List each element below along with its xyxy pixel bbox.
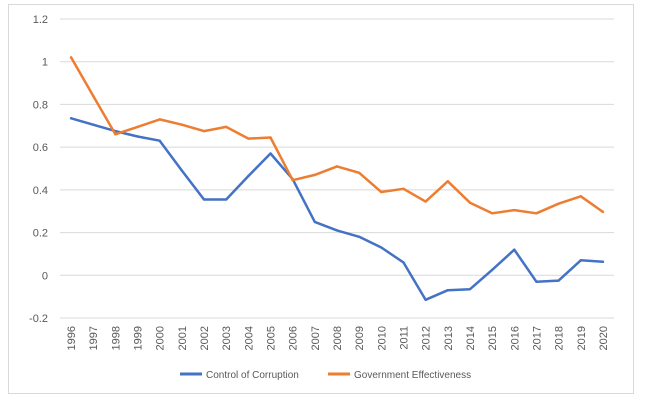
data-point [202,129,206,133]
x-tick-label: 2016 [509,326,521,350]
data-point [535,280,538,283]
data-point [225,125,228,129]
data-point [601,210,605,214]
data-point [513,248,516,251]
x-tick-label: 2004 [243,326,255,350]
x-tick-label: 2014 [465,326,477,350]
x-tick-label: 2017 [531,326,543,350]
data-point [468,201,472,204]
data-point [247,137,250,140]
chart-frame [8,4,634,394]
data-point [579,195,582,198]
data-point [313,220,317,224]
x-tick-label: 2015 [487,326,499,350]
legend-label: Control of Corruption [206,370,299,381]
y-tick-label: -0.2 [29,313,48,325]
data-point [225,198,228,201]
series-lines [69,56,605,302]
data-point [69,56,73,59]
data-point [69,117,73,120]
legend-item: Government Effectiveness [328,370,471,381]
data-point [269,136,272,139]
series-line-1 [69,117,605,302]
data-point [202,198,206,201]
data-point [247,174,250,178]
y-tick-label: 1 [42,57,48,69]
data-point [490,212,494,215]
y-tick-label: 0.2 [33,228,48,240]
gridlines [60,18,614,319]
x-tick-label: 2019 [576,326,588,350]
x-tick-label: 2020 [598,326,610,350]
x-tick-label: 1999 [133,326,145,350]
x-tick-label: 1997 [88,326,100,350]
data-point [335,229,339,232]
y-tick-label: 0.8 [33,99,48,111]
data-point [579,259,582,262]
x-tick-label: 2012 [421,326,433,350]
x-tick-label: 2006 [288,326,300,350]
x-tick-label: 2009 [354,326,366,350]
data-point [136,125,139,129]
legend: Control of Corruption Government Effectiv… [180,370,471,381]
data-point [446,180,449,183]
data-point [601,260,605,264]
x-tick-label: 1996 [66,326,78,350]
data-point [114,133,117,136]
y-tick-label: 0.6 [33,142,48,154]
x-tick-label: 2011 [398,326,410,350]
x-tick-label: 2000 [155,326,167,350]
x-tick-label: 2001 [177,326,189,350]
data-point [513,208,516,212]
data-point [158,118,161,121]
data-point [357,235,361,239]
data-point [313,173,317,177]
legend-item: Control of Corruption [180,370,299,381]
data-point [180,123,184,126]
data-point [380,190,383,194]
data-point [357,171,361,174]
data-point [92,123,95,126]
x-tick-label: 2005 [266,326,278,350]
y-axis: -0.2 0 0.2 0.4 0.6 0.8 1 1.2 [29,14,48,325]
data-point [158,139,161,142]
x-tick-label: 2003 [221,326,233,350]
x-tick-label: 1998 [110,326,122,350]
data-point [402,261,405,264]
x-tick-label: 2008 [332,326,344,350]
data-point [402,187,405,190]
x-tick-label: 2010 [376,326,388,350]
data-point [446,289,449,292]
x-axis: 1996 1997 1998 1999 2000 2001 2002 2003 2004 2005… [66,326,610,350]
data-point [335,165,339,168]
y-tick-label: 1.2 [33,14,48,26]
data-point [269,152,272,155]
data-point [92,94,95,98]
y-tick-label: 0.4 [33,185,48,197]
x-tick-label: 2013 [443,326,455,350]
data-point [557,279,560,282]
data-point [380,246,383,249]
data-point [424,200,427,203]
x-tick-label: 2018 [554,326,566,350]
data-point [136,135,139,138]
x-tick-label: 2002 [199,326,211,350]
data-point [180,169,184,172]
data-point [490,268,494,272]
data-point [291,179,294,182]
data-point [557,202,560,205]
legend-label: Government Effectiveness [354,370,471,381]
data-point [535,212,538,215]
x-tick-label: 2007 [310,326,322,350]
data-point [424,298,427,302]
y-tick-label: 0 [42,270,48,282]
data-point [468,287,472,291]
